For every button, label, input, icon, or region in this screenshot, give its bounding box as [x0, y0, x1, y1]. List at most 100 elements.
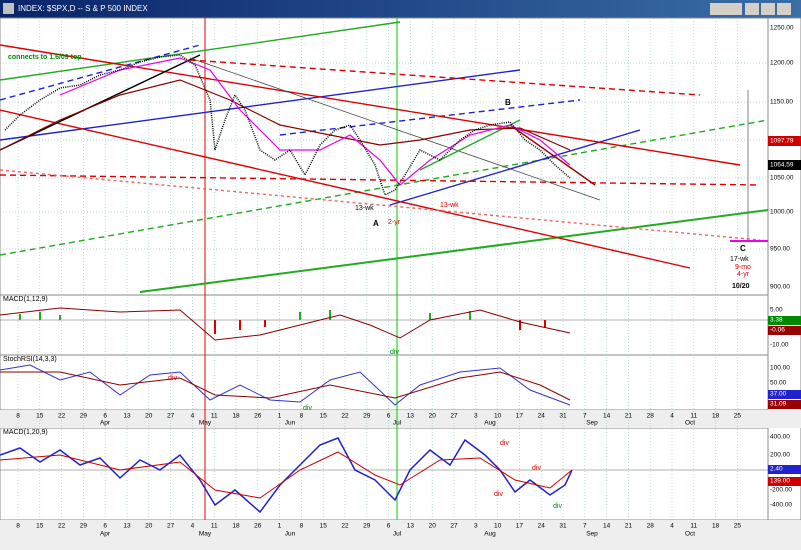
date-label: 31: [559, 523, 567, 530]
annotation: 9-mo: [735, 264, 751, 271]
app-icon: [3, 3, 14, 14]
axis-label: 950.00: [770, 246, 790, 253]
price-box: [768, 160, 801, 170]
value-box: [768, 465, 801, 474]
axis-label: 50.00: [770, 380, 787, 387]
macd2-line: [0, 437, 573, 514]
stoch-signal: [0, 371, 571, 401]
date-label: 22: [341, 413, 349, 420]
window-title: INDEX: $SPX,D -- S & P 500 INDEX: [18, 4, 148, 13]
date-label: 1: [278, 523, 282, 530]
annotation: 13-wk: [355, 205, 374, 212]
date-label: 27: [450, 413, 458, 420]
month-label: Jul: [393, 420, 402, 427]
date-label: 20: [145, 523, 153, 530]
panel-label: StochRSI(14,3,3): [3, 356, 57, 363]
axis-label: 900.00: [770, 284, 790, 291]
date-label: 22: [58, 413, 66, 420]
date-label: 25: [734, 413, 742, 420]
date-label: 28: [647, 413, 655, 420]
date-label: 8: [300, 413, 304, 420]
value-box: [768, 326, 801, 335]
div-label: div: [390, 349, 399, 356]
minimize-button[interactable]: [745, 3, 759, 15]
date-label: 28: [647, 523, 655, 530]
date-label: 13: [407, 523, 415, 530]
date-label: 11: [690, 523, 697, 530]
date-label: 14: [603, 413, 611, 420]
date-label: 26: [254, 413, 262, 420]
month-label: Jun: [285, 531, 296, 538]
annotation: 13-wk: [440, 202, 459, 209]
date-label: 22: [58, 523, 66, 530]
date-label: 11: [211, 413, 218, 420]
axis-label: 1000.00: [770, 209, 794, 216]
axis-label: -10.00: [770, 342, 789, 349]
date-label: 21: [625, 413, 633, 420]
axis-label: 400.00: [770, 434, 790, 441]
axis-label: 1200.00: [770, 60, 794, 67]
date-label: 10: [494, 413, 502, 420]
date-axis: [0, 520, 801, 550]
month-label: Aug: [484, 531, 496, 538]
date-label: 24: [538, 523, 546, 530]
date-label: 21: [625, 523, 633, 530]
right-axis: [767, 17, 801, 521]
date-label: 22: [341, 523, 349, 530]
month-label: Oct: [685, 420, 695, 427]
month-label: Aug: [484, 420, 496, 427]
date-label: 6: [387, 523, 391, 530]
date-label: 29: [363, 413, 371, 420]
value-box: [768, 390, 801, 399]
date-label: 10: [494, 523, 502, 530]
date-label: 7: [583, 523, 587, 530]
wave-label: C: [740, 244, 746, 253]
month-label: May: [199, 531, 212, 538]
date-label: 17: [516, 523, 524, 530]
date-label: 29: [80, 413, 88, 420]
date-label: 27: [450, 523, 458, 530]
date-label: 18: [712, 523, 720, 530]
date-label: 8: [300, 523, 304, 530]
date-label: 24: [538, 413, 546, 420]
close-button[interactable]: [777, 3, 791, 15]
macd-histogram: [19, 310, 546, 334]
trend-lines: [0, 21, 769, 293]
macd-line: [0, 307, 571, 341]
maximize-button[interactable]: [761, 3, 775, 15]
toolbar-button[interactable]: [710, 3, 742, 15]
annotation: connects to 1.6/09 top: [8, 54, 82, 61]
date-label: 29: [363, 523, 371, 530]
value-box-label: 31.09: [770, 401, 787, 408]
date-label: 18: [232, 413, 240, 420]
date-label: 1: [278, 413, 282, 420]
wave-label: A: [373, 219, 379, 228]
title-bar: [0, 0, 801, 18]
month-label: Apr: [100, 531, 111, 538]
date-label: 25: [734, 523, 742, 530]
date-label: 17: [516, 413, 524, 420]
price-box-label: 1097.79: [770, 138, 794, 145]
month-label: Sep: [586, 420, 598, 427]
date-label: 11: [211, 523, 218, 530]
date-label: 13: [123, 413, 131, 420]
date-label: 6: [103, 413, 107, 420]
date-label: 13: [407, 413, 415, 420]
div-label: div: [500, 440, 509, 447]
axis-label: 5.00: [770, 307, 783, 314]
value-box-label: 139.00: [770, 478, 790, 485]
axis-label: -400.00: [770, 502, 792, 509]
price-box: [768, 136, 801, 146]
date-label: 26: [254, 523, 262, 530]
panel-label: MACD(1,12,9): [3, 296, 48, 303]
date-label: 11: [690, 413, 697, 420]
price-box-label: 1064.59: [770, 162, 794, 169]
date-axis: [0, 410, 801, 428]
macd-panel: [0, 294, 769, 356]
value-box: [768, 316, 801, 325]
date-label: 20: [429, 413, 437, 420]
date-label: 18: [712, 413, 720, 420]
date-label: 20: [429, 523, 437, 530]
date-label: 7: [583, 413, 587, 420]
